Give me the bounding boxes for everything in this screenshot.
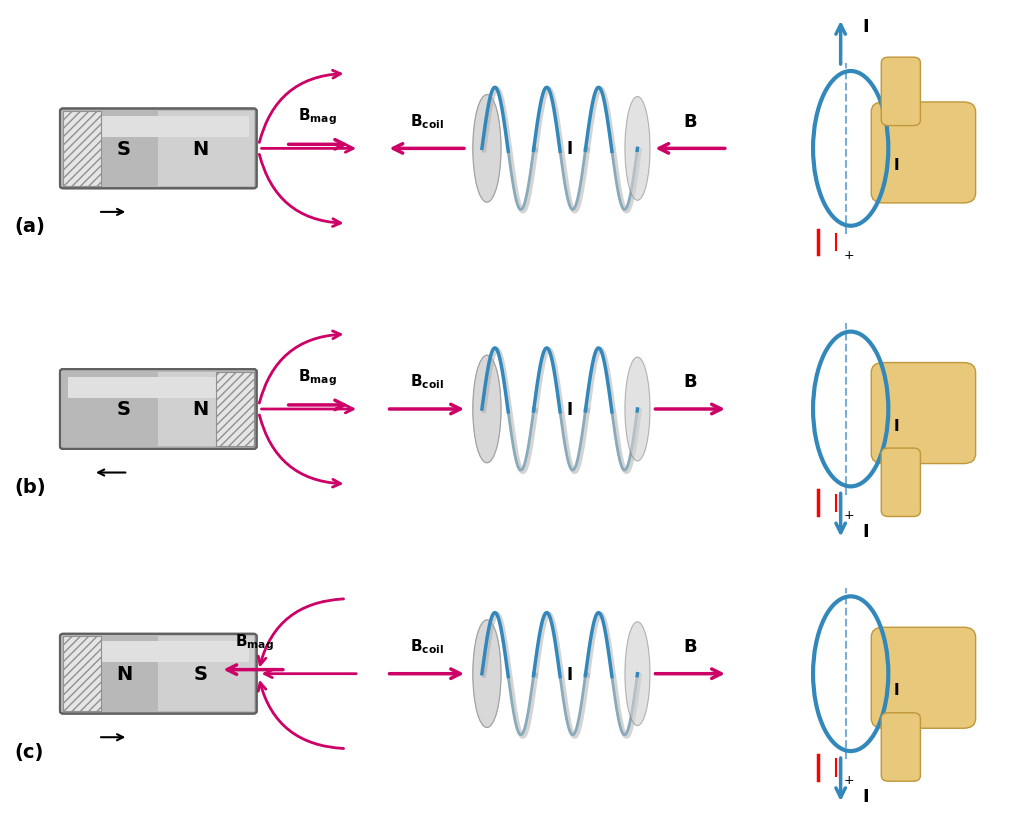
Text: $\mathbf{B}$: $\mathbf{B}$ (683, 112, 697, 130)
Text: $\mathbf{B}_{\mathbf{mag}}$: $\mathbf{B}_{\mathbf{mag}}$ (235, 631, 273, 652)
Text: (c): (c) (15, 742, 44, 761)
Bar (63, 636, 101, 711)
Ellipse shape (473, 96, 501, 203)
FancyBboxPatch shape (881, 449, 920, 517)
Text: $\mathbf{B}_{\mathbf{mag}}$: $\mathbf{B}_{\mathbf{mag}}$ (298, 106, 336, 127)
Text: $\mathbf{B}_{\mathbf{mag}}$: $\mathbf{B}_{\mathbf{mag}}$ (298, 367, 336, 387)
FancyBboxPatch shape (871, 627, 976, 728)
FancyBboxPatch shape (871, 363, 976, 464)
Text: I: I (567, 665, 573, 683)
Text: I: I (893, 419, 899, 433)
Bar (68, 378, 248, 398)
Text: $\mathbf{B}$: $\mathbf{B}$ (683, 637, 697, 655)
Text: N: N (116, 664, 132, 683)
Text: I: I (567, 140, 573, 158)
Text: +: + (844, 773, 854, 786)
Text: S: S (117, 400, 131, 419)
Ellipse shape (625, 622, 650, 726)
Bar (158, 636, 253, 711)
Text: N: N (192, 400, 209, 419)
Ellipse shape (625, 97, 650, 201)
Text: +: + (844, 509, 854, 522)
FancyBboxPatch shape (60, 369, 256, 450)
Bar (68, 642, 248, 663)
FancyBboxPatch shape (881, 713, 920, 781)
Text: (b): (b) (15, 477, 46, 496)
Text: $\mathbf{B}$: $\mathbf{B}$ (683, 373, 697, 391)
Bar (63, 111, 101, 187)
Ellipse shape (625, 358, 650, 461)
Text: (a): (a) (15, 217, 45, 236)
Text: I: I (863, 18, 870, 36)
FancyBboxPatch shape (881, 58, 920, 126)
Bar (68, 117, 248, 138)
Bar (216, 372, 253, 447)
FancyBboxPatch shape (60, 110, 256, 189)
Text: I: I (567, 400, 573, 419)
Bar (158, 372, 253, 447)
FancyBboxPatch shape (60, 634, 256, 713)
Text: $\mathbf{B}_{\mathbf{coil}}$: $\mathbf{B}_{\mathbf{coil}}$ (410, 112, 444, 130)
Text: +: + (844, 248, 854, 261)
Ellipse shape (473, 355, 501, 464)
Text: I: I (893, 683, 899, 698)
FancyBboxPatch shape (871, 103, 976, 204)
Text: I: I (893, 158, 899, 173)
Text: I: I (863, 787, 870, 805)
Ellipse shape (473, 620, 501, 727)
Bar (158, 111, 253, 187)
Ellipse shape (473, 355, 501, 464)
Text: $\mathbf{B}_{\mathbf{coil}}$: $\mathbf{B}_{\mathbf{coil}}$ (410, 372, 444, 391)
Ellipse shape (473, 96, 501, 203)
Text: I: I (863, 523, 870, 541)
Text: $\mathbf{B}_{\mathbf{coil}}$: $\mathbf{B}_{\mathbf{coil}}$ (410, 636, 444, 655)
Text: N: N (192, 140, 209, 159)
Text: S: S (194, 664, 207, 683)
Text: S: S (117, 140, 131, 159)
Ellipse shape (473, 620, 501, 727)
